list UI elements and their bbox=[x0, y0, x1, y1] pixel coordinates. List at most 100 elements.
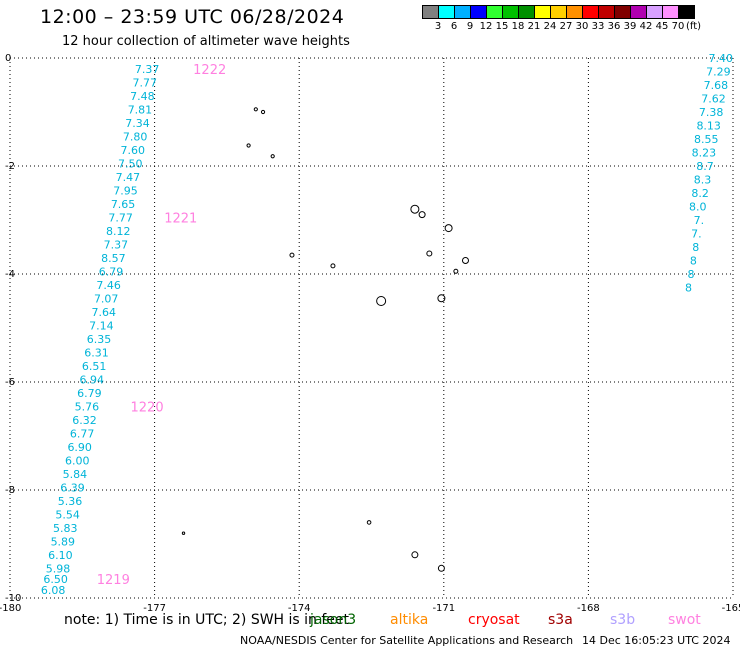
wave-height-value: 8.57 bbox=[101, 252, 126, 265]
wave-height-value: 7.65 bbox=[111, 198, 136, 211]
wave-height-value: 5.83 bbox=[53, 522, 78, 535]
y-tick-label: -4 bbox=[5, 269, 15, 280]
x-tick-label: -165 bbox=[722, 603, 740, 614]
pass-time-label: 1221 bbox=[164, 211, 197, 226]
wave-height-value: 6.35 bbox=[87, 333, 112, 346]
legend-label: 3 bbox=[434, 21, 442, 32]
wave-height-value: 7.77 bbox=[108, 211, 133, 224]
island-outline bbox=[289, 252, 295, 258]
legend-label: 24 bbox=[543, 21, 557, 32]
legend-labels: 3 6 9 12 15 18 21 24 27 30 33 36 39 42 45 70 (ft) bbox=[422, 19, 740, 32]
legend-label: 45 bbox=[655, 21, 669, 32]
wave-height-value: 7.50 bbox=[118, 157, 143, 170]
wave-height-value: 8.13 bbox=[696, 120, 721, 133]
wave-height-value: 7.64 bbox=[92, 306, 117, 319]
footer-timestamp: 14 Dec 16:05:23 UTC 2024 bbox=[582, 634, 731, 647]
wave-height-value: 7.37 bbox=[135, 63, 160, 76]
wave-height-value: 7. bbox=[694, 214, 705, 227]
island-outline bbox=[437, 294, 446, 303]
island-outline bbox=[437, 564, 445, 572]
legend-label: 21 bbox=[527, 21, 541, 32]
footer-credit: NOAA/NESDIS Center for Satellite Applica… bbox=[240, 634, 574, 647]
x-tick-label: -177 bbox=[143, 603, 166, 614]
wave-height-value: 8 bbox=[692, 241, 699, 254]
wave-height-value: 6.77 bbox=[70, 427, 95, 440]
satellite-label-jason3: jason3 bbox=[310, 612, 357, 628]
wave-height-value: 7.34 bbox=[125, 117, 150, 130]
wave-height-value: 8.12 bbox=[106, 225, 131, 238]
wave-height-value: 7.60 bbox=[120, 144, 145, 157]
x-tick-label: -180 bbox=[0, 603, 21, 614]
wave-height-value: 8 bbox=[690, 255, 697, 268]
wave-height-value: 6.51 bbox=[82, 360, 107, 373]
legend-label: 42 bbox=[639, 21, 653, 32]
legend-label: 18 bbox=[511, 21, 525, 32]
island-outline bbox=[181, 531, 186, 535]
pass-time-label: 1222 bbox=[193, 63, 226, 78]
satellite-label-cryosat: cryosat bbox=[468, 612, 520, 628]
legend-label: 33 bbox=[591, 21, 605, 32]
legend-unit: (ft) bbox=[686, 21, 702, 32]
wave-height-value: 6.79 bbox=[77, 387, 102, 400]
island-outline bbox=[453, 268, 459, 274]
legend-label: 39 bbox=[623, 21, 637, 32]
island-outline bbox=[260, 109, 266, 115]
wave-height-value: 6.94 bbox=[79, 373, 104, 386]
wave-height-value: 7.68 bbox=[704, 79, 729, 92]
wave-height-value: 7.47 bbox=[116, 171, 141, 184]
satellite-label-altika: altika bbox=[390, 612, 429, 628]
legend-label: 9 bbox=[466, 21, 474, 32]
wave-height-value: 6.10 bbox=[48, 549, 73, 562]
legend-swatch bbox=[678, 5, 695, 19]
wave-height-value: 6.32 bbox=[72, 414, 97, 427]
wave-height-value: 7.29 bbox=[706, 66, 731, 79]
wave-height-value: 6.39 bbox=[60, 481, 85, 494]
wave-height-value: 8.23 bbox=[692, 147, 717, 160]
wave-height-value: 6.31 bbox=[84, 346, 109, 359]
pass-time-label: 1219 bbox=[97, 573, 130, 588]
satellite-label-swot: swot bbox=[668, 612, 701, 628]
island-outline bbox=[418, 211, 426, 219]
island-outline bbox=[330, 263, 336, 269]
legend-label: 27 bbox=[559, 21, 573, 32]
island-outline bbox=[270, 154, 275, 159]
wave-height-value: 7.40 bbox=[709, 52, 734, 65]
wave-height-value: 6.08 bbox=[41, 584, 66, 597]
wave-height-value: 7.62 bbox=[701, 93, 726, 106]
color-legend: 3 6 9 12 15 18 21 24 27 30 33 36 39 42 45 70 (ft) bbox=[422, 5, 740, 32]
y-tick-label: -2 bbox=[5, 161, 15, 172]
pass-time-label: 1220 bbox=[131, 400, 164, 415]
wave-height-value: 5.76 bbox=[75, 400, 100, 413]
wave-height-value: 7.07 bbox=[94, 292, 119, 305]
x-tick-label: -171 bbox=[432, 603, 455, 614]
wave-height-value: 6.90 bbox=[67, 441, 92, 454]
wave-height-value: 7.38 bbox=[699, 106, 724, 119]
legend-label: 70 bbox=[671, 21, 685, 32]
footer-note: note: 1) Time is in UTC; 2) SWH is in fe… bbox=[64, 612, 350, 628]
island-outline bbox=[253, 107, 258, 112]
wave-height-value: 7.95 bbox=[113, 184, 138, 197]
x-tick-label: -174 bbox=[288, 603, 311, 614]
wave-height-value: 8.0 bbox=[689, 201, 707, 214]
legend-label: 6 bbox=[450, 21, 458, 32]
map-subtitle: 12 hour collection of altimeter wave hei… bbox=[62, 34, 350, 49]
island-outline bbox=[376, 296, 387, 306]
wave-height-value: 8 bbox=[687, 268, 694, 281]
wave-height-value: 5.54 bbox=[55, 508, 80, 521]
wave-height-value: 6.50 bbox=[43, 573, 68, 586]
wave-height-value: 7.46 bbox=[96, 279, 121, 292]
wave-height-value: 6.00 bbox=[65, 454, 90, 467]
legend-swatches bbox=[422, 5, 740, 19]
wave-height-value: 7.37 bbox=[104, 238, 129, 251]
wave-height-value: 8.2 bbox=[691, 187, 709, 200]
legend-label: 36 bbox=[607, 21, 621, 32]
satellite-label-s3b: s3b bbox=[610, 612, 636, 628]
island-outline bbox=[366, 520, 372, 525]
island-outline bbox=[426, 250, 433, 257]
legend-label: 15 bbox=[495, 21, 509, 32]
map-title: 12:00 – 23:59 UTC 06/28/2024 bbox=[40, 6, 345, 28]
island-outline bbox=[246, 143, 251, 148]
island-outline bbox=[411, 551, 419, 559]
wave-height-value: 6.79 bbox=[99, 265, 124, 278]
